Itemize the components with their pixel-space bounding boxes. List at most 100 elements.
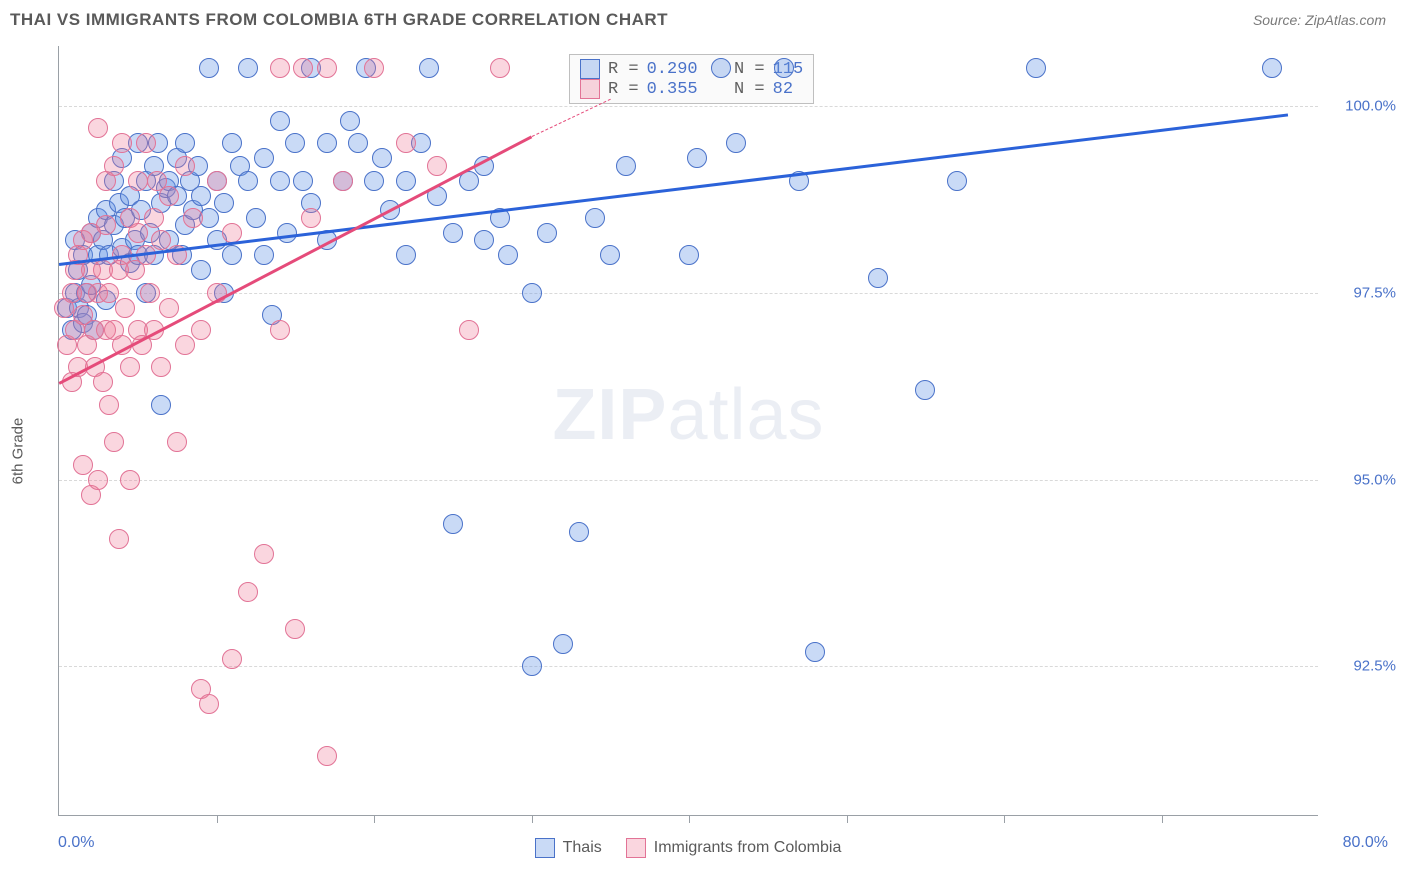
legend-swatch: [535, 838, 555, 858]
y-tick-label: 95.0%: [1326, 471, 1396, 488]
stats-row: R = 0.290 N = 115: [580, 59, 803, 79]
data-point: [443, 223, 463, 243]
y-tick-label: 92.5%: [1326, 658, 1396, 675]
data-point: [490, 58, 510, 78]
data-point: [317, 746, 337, 766]
data-point: [474, 230, 494, 250]
data-point: [616, 156, 636, 176]
data-point: [112, 133, 132, 153]
x-tick: [217, 815, 218, 823]
data-point: [93, 372, 113, 392]
data-point: [115, 298, 135, 318]
data-point: [1262, 58, 1282, 78]
data-point: [270, 111, 290, 131]
data-point: [600, 245, 620, 265]
data-point: [459, 320, 479, 340]
data-point: [396, 245, 416, 265]
data-point: [293, 171, 313, 191]
legend-label: Immigrants from Colombia: [654, 839, 842, 857]
watermark: ZIPatlas: [552, 374, 824, 456]
data-point: [679, 245, 699, 265]
data-point: [96, 215, 116, 235]
data-point: [522, 656, 542, 676]
data-point: [222, 133, 242, 153]
data-point: [109, 529, 129, 549]
x-tick: [689, 815, 690, 823]
data-point: [191, 186, 211, 206]
data-point: [88, 118, 108, 138]
data-point: [915, 380, 935, 400]
data-point: [270, 171, 290, 191]
chart-area: 6th Grade ZIPatlas R = 0.290 N = 115 R =…: [8, 36, 1398, 866]
data-point: [569, 522, 589, 542]
data-point: [199, 694, 219, 714]
data-point: [726, 133, 746, 153]
legend-swatch: [580, 79, 600, 99]
y-axis-label: 6th Grade: [10, 418, 27, 485]
data-point: [238, 582, 258, 602]
data-point: [687, 148, 707, 168]
data-point: [947, 171, 967, 191]
x-axis-max: 80.0%: [1343, 834, 1388, 852]
plot-area: ZIPatlas R = 0.290 N = 115 R = 0.355 N =…: [58, 46, 1318, 816]
data-point: [301, 208, 321, 228]
data-point: [553, 634, 573, 654]
x-tick: [1162, 815, 1163, 823]
data-point: [191, 320, 211, 340]
gridline: [59, 293, 1318, 294]
data-point: [270, 320, 290, 340]
data-point: [522, 283, 542, 303]
data-point: [214, 193, 234, 213]
data-point: [222, 649, 242, 669]
data-point: [254, 148, 274, 168]
legend-swatch: [626, 838, 646, 858]
x-tick: [847, 815, 848, 823]
data-point: [159, 186, 179, 206]
data-point: [99, 395, 119, 415]
data-point: [199, 58, 219, 78]
y-tick-label: 100.0%: [1326, 97, 1396, 114]
data-point: [151, 395, 171, 415]
data-point: [120, 470, 140, 490]
data-point: [805, 642, 825, 662]
legend: Thais Immigrants from Colombia: [58, 838, 1318, 858]
data-point: [293, 58, 313, 78]
data-point: [175, 156, 195, 176]
data-point: [120, 357, 140, 377]
data-point: [73, 455, 93, 475]
data-point: [396, 171, 416, 191]
data-point: [191, 260, 211, 280]
data-point: [238, 58, 258, 78]
data-point: [443, 514, 463, 534]
data-point: [868, 268, 888, 288]
gridline: [59, 480, 1318, 481]
data-point: [372, 148, 392, 168]
data-point: [270, 58, 290, 78]
data-point: [1026, 58, 1046, 78]
legend-swatch: [580, 59, 600, 79]
data-point: [246, 208, 266, 228]
legend-item: Immigrants from Colombia: [626, 838, 842, 858]
data-point: [167, 432, 187, 452]
data-point: [175, 335, 195, 355]
data-point: [99, 283, 119, 303]
data-point: [222, 223, 242, 243]
data-point: [364, 171, 384, 191]
data-point: [88, 470, 108, 490]
data-point: [104, 156, 124, 176]
data-point: [585, 208, 605, 228]
x-tick: [1004, 815, 1005, 823]
data-point: [151, 230, 171, 250]
data-point: [427, 156, 447, 176]
data-point: [277, 223, 297, 243]
data-point: [159, 298, 179, 318]
data-point: [144, 208, 164, 228]
chart-source: Source: ZipAtlas.com: [1253, 12, 1386, 28]
data-point: [333, 171, 353, 191]
data-point: [222, 245, 242, 265]
data-point: [348, 133, 368, 153]
data-point: [285, 133, 305, 153]
data-point: [396, 133, 416, 153]
legend-item: Thais: [535, 838, 602, 858]
data-point: [317, 58, 337, 78]
